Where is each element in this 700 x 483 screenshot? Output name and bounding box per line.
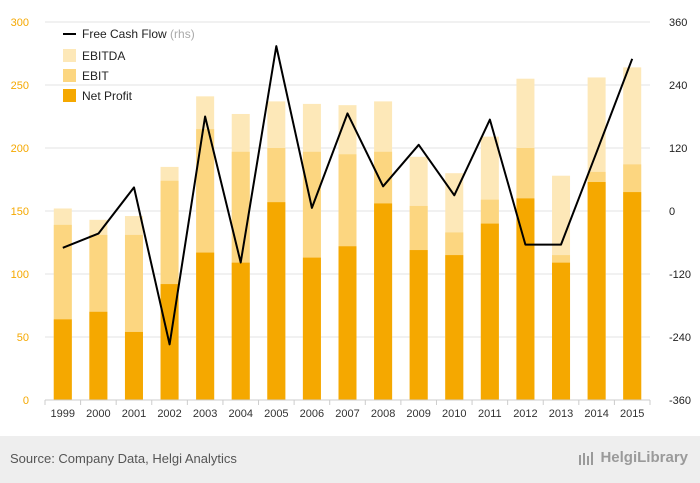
left-tick-300: 300 <box>11 17 29 29</box>
fcf-line <box>62 45 634 346</box>
right-tick--360: -360 <box>669 395 691 407</box>
right-tick-120: 120 <box>669 143 687 155</box>
left-axis: 0 50 100 150 200 250 300 <box>11 17 29 407</box>
left-tick-100: 100 <box>11 269 29 281</box>
left-tick-0: 0 <box>23 395 29 407</box>
x-tick-2002: 2002 <box>157 408 181 420</box>
x-tick-2011: 2011 <box>478 408 502 420</box>
x-tick-2015: 2015 <box>620 408 644 420</box>
bars <box>53 67 642 401</box>
legend-swatch-net-profit <box>63 89 76 102</box>
bar-net-profit-2012 <box>516 198 535 400</box>
legend-label-fcf: Free Cash Flow <box>82 27 167 41</box>
x-tick-2007: 2007 <box>335 408 359 420</box>
x-tick-2005: 2005 <box>264 408 288 420</box>
bar-net-profit-2008 <box>374 203 393 400</box>
x-tick-2013: 2013 <box>549 408 573 420</box>
fcf-line-group <box>62 45 634 346</box>
bar-net-profit-2009 <box>409 250 428 400</box>
legend-label-ebit: EBIT <box>82 69 109 83</box>
chart: 1999 2000 2001 2002 2003 2004 2005 2006 2007 2008… <box>11 17 691 420</box>
right-tick--120: -120 <box>669 269 691 281</box>
svg-text:Free Cash Flow (rhs): Free Cash Flow (rhs) <box>82 27 195 41</box>
x-axis: 1999 2000 2001 2002 2003 2004 2005 2006 2007 2008… <box>44 399 651 420</box>
bar-net-profit-2007 <box>338 246 357 400</box>
legend-note-fcf: (rhs) <box>170 27 195 41</box>
footer: Source: Company Data, Helgi Analytics He… <box>0 436 700 483</box>
bar-net-profit-2011 <box>480 223 499 400</box>
x-tick-2006: 2006 <box>300 408 324 420</box>
x-tick-2000: 2000 <box>86 408 110 420</box>
bar-net-profit-2004 <box>231 262 250 400</box>
right-tick-360: 360 <box>669 17 687 29</box>
left-tick-200: 200 <box>11 143 29 155</box>
bar-net-profit-2015 <box>623 192 642 400</box>
bar-net-profit-2000 <box>89 311 108 400</box>
right-axis: -360 -240 -120 0 120 240 360 <box>669 17 691 407</box>
x-tick-2009: 2009 <box>406 408 430 420</box>
legend: Free Cash Flow (rhs) EBITDA EBIT Net Pro… <box>63 27 195 103</box>
bar-net-profit-2006 <box>302 257 321 400</box>
bar-net-profit-2010 <box>445 255 464 400</box>
x-tick-2008: 2008 <box>371 408 395 420</box>
brand-name: HelgiLibrary <box>600 449 688 466</box>
bar-net-profit-2014 <box>587 182 606 400</box>
x-tick-2004: 2004 <box>228 408 252 420</box>
right-tick-240: 240 <box>669 80 687 92</box>
source-note: Source: Company Data, Helgi Analytics <box>10 451 237 466</box>
bar-net-profit-2001 <box>124 331 143 400</box>
legend-swatch-ebitda <box>63 49 76 62</box>
bar-net-profit-2003 <box>196 252 215 400</box>
left-tick-250: 250 <box>11 80 29 92</box>
library-icon <box>579 451 594 465</box>
x-tick-2014: 2014 <box>584 408 608 420</box>
legend-swatch-ebit <box>63 69 76 82</box>
bar-net-profit-2013 <box>552 262 571 400</box>
brand-logo: HelgiLibrary <box>578 449 688 466</box>
left-tick-150: 150 <box>11 206 29 218</box>
x-tick-2001: 2001 <box>122 408 146 420</box>
x-tick-2010: 2010 <box>442 408 466 420</box>
right-tick--240: -240 <box>669 332 691 344</box>
bar-net-profit-2005 <box>267 202 286 400</box>
right-tick-0: 0 <box>669 206 675 218</box>
bar-net-profit-1999 <box>53 319 72 400</box>
x-tick-2012: 2012 <box>513 408 537 420</box>
x-tick-2003: 2003 <box>193 408 217 420</box>
legend-label-net-profit: Net Profit <box>82 89 133 103</box>
x-tick-1999: 1999 <box>51 408 75 420</box>
legend-label-ebitda: EBITDA <box>82 49 125 63</box>
left-tick-50: 50 <box>17 332 29 344</box>
